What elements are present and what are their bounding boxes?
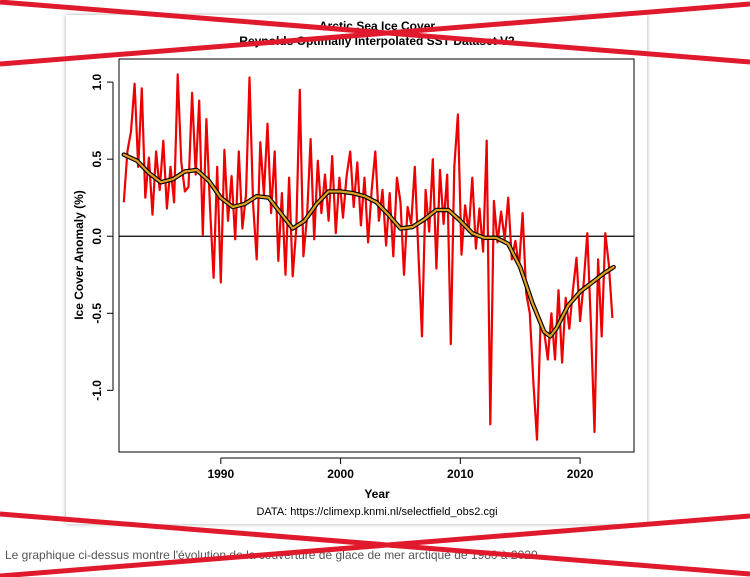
y-tick-label: 1.0 <box>90 73 104 90</box>
plot-area-frame <box>118 58 635 453</box>
caption-text: Le graphique ci-dessus montre l'évolutio… <box>5 548 541 562</box>
x-tick-label: 2020 <box>567 467 594 481</box>
axes-group: 1990 2000 2010 2020 1.0 0.5 0.0 -0.5 -1.0 <box>90 73 594 481</box>
chart-svg: Arctic Sea Ice Cover Reynolds Optimally … <box>72 19 635 518</box>
y-tick-label: 0.0 <box>90 228 104 245</box>
y-axis-label: Ice Cover Anomaly (%) <box>72 190 86 320</box>
chart-title: Arctic Sea Ice Cover <box>319 19 435 33</box>
chart-subtitle: Reynolds Optimally Interpolated SST Data… <box>239 34 515 48</box>
y-tick-label: 0.5 <box>90 151 104 168</box>
plot-content <box>119 73 634 441</box>
y-tick-label: -0.5 <box>90 303 104 324</box>
x-axis-label: Year <box>364 487 390 501</box>
x-tick-label: 2000 <box>327 467 354 481</box>
y-tick-label: -1.0 <box>90 380 104 401</box>
trend-line <box>122 153 615 338</box>
x-tick-label: 1990 <box>207 467 234 481</box>
trend-line-outline <box>121 152 616 339</box>
crossout-line <box>0 513 750 577</box>
data-source-note: DATA: https://climexp.knmi.nl/selectfiel… <box>256 506 497 518</box>
x-tick-label: 2010 <box>447 467 474 481</box>
anomaly-series-line <box>122 73 614 441</box>
figure-card: Arctic Sea Ice Cover Reynolds Optimally … <box>66 15 647 524</box>
